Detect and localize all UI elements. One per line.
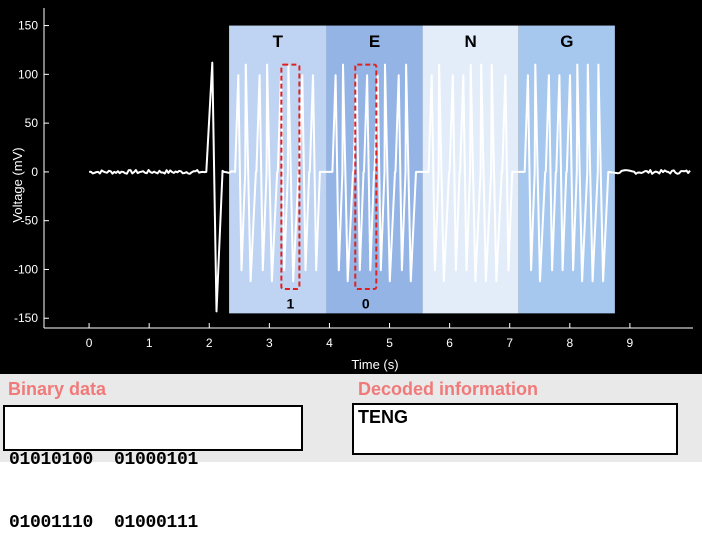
y-tick-label: -100 — [14, 262, 38, 276]
binary-data-title: Binary data — [8, 379, 107, 399]
x-tick-label: 6 — [446, 336, 453, 350]
x-tick-label: 8 — [566, 336, 573, 350]
x-tick-label: 7 — [506, 336, 513, 350]
y-tick-label: -150 — [14, 311, 38, 325]
letter-label-T: T — [273, 32, 284, 51]
decoded-information-box: TENG — [352, 403, 678, 455]
x-tick-label: 4 — [326, 336, 333, 350]
y-axis: -150 -100 -50 0 50 100 150 — [14, 8, 49, 328]
binary-row: 01010100 01000101 — [9, 450, 199, 470]
y-tick-label: 100 — [18, 67, 38, 81]
bit-annotation-box — [354, 63, 378, 290]
decoded-information-title: Decoded information — [358, 379, 539, 399]
y-tick-label: -50 — [21, 214, 39, 228]
x-tick-label: 5 — [386, 336, 393, 350]
y-tick-label: 50 — [25, 116, 39, 130]
letter-label-N: N — [465, 32, 477, 51]
x-axis: 0 1 2 3 4 5 6 7 8 9 — [44, 323, 693, 350]
binary-data-box: 01010100 01000101 01001110 01000111 — [3, 405, 303, 533]
voltage-signal-line — [88, 61, 691, 313]
y-tick-label: 0 — [31, 165, 38, 179]
bit-annotation-label: 1 — [286, 295, 294, 311]
y-tick-label: 150 — [18, 19, 38, 33]
binary-row: 01001110 01000111 — [9, 513, 199, 533]
y-axis-label: Voltage (mV) — [10, 147, 25, 222]
letter-label-E: E — [369, 32, 380, 51]
bit-annotation-label: 0 — [362, 295, 370, 311]
x-axis-label: Time (s) — [351, 357, 398, 372]
decoded-text: TENG — [358, 407, 409, 427]
x-tick-label: 9 — [627, 336, 634, 350]
x-tick-label: 2 — [206, 336, 213, 350]
x-tick-label: 0 — [86, 336, 93, 350]
letter-label-G: G — [560, 32, 573, 51]
x-tick-label: 3 — [266, 336, 273, 350]
x-tick-label: 1 — [146, 336, 153, 350]
